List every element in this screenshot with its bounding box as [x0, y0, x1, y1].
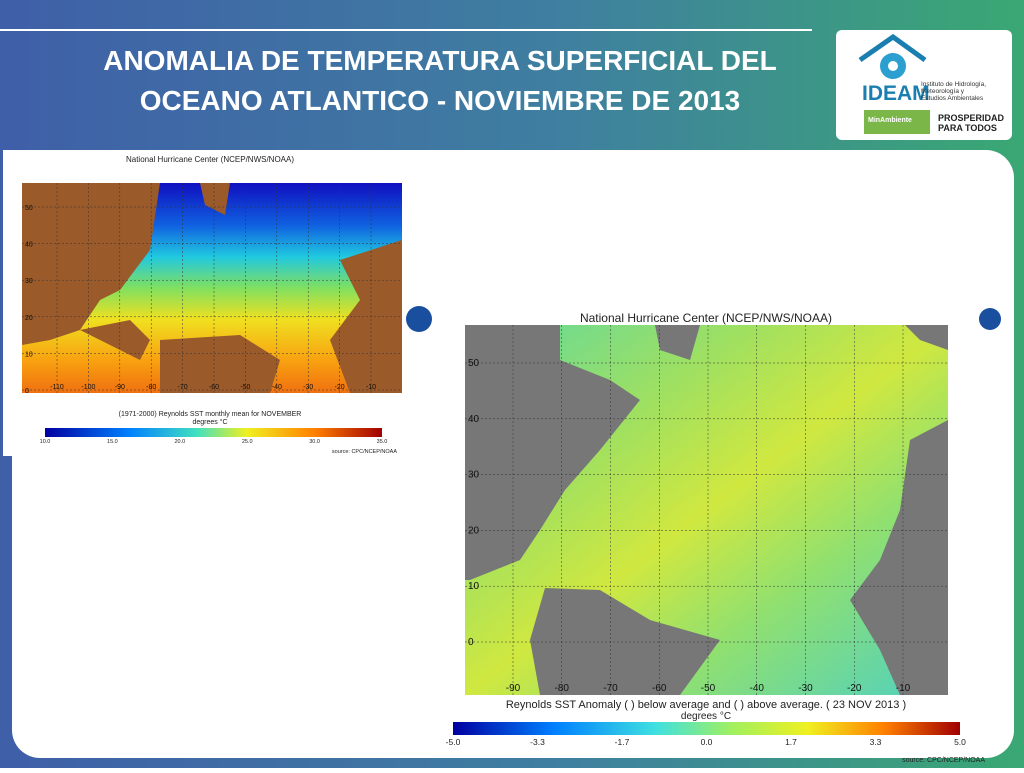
- ministry: MinAmbiente: [868, 117, 912, 124]
- map1-source: source: CPC/NCEP/NOAA: [332, 449, 397, 455]
- lat-label: 20: [25, 315, 33, 322]
- logo-subtitle: Instituto de Hidrología,: [921, 81, 986, 88]
- colorbar-label: -3.3: [530, 737, 545, 747]
- colorbar-label: 3.3: [870, 737, 882, 747]
- logo-roof: [858, 33, 927, 63]
- map1-units: degrees °C: [192, 418, 227, 426]
- lat-label: 0: [25, 388, 29, 395]
- map2-source: source: CPC/NCEP/NOAA: [902, 757, 985, 764]
- lon-label: -60: [209, 384, 219, 391]
- map1-colorbar: [45, 428, 382, 437]
- map2-title: National Hurricane Center (NCEP/NWS/NOAA…: [580, 311, 832, 325]
- map2-caption: Reynolds SST Anomaly ( ) below average a…: [506, 699, 906, 711]
- lat-label: 40: [468, 414, 480, 425]
- colorbar-label: 20.0: [174, 439, 185, 445]
- colorbar-label: 25.0: [242, 439, 253, 445]
- lat-label: 30: [25, 278, 33, 285]
- slogan: PROSPERIDAD: [938, 113, 1005, 123]
- colorbar-label: 35.0: [377, 439, 388, 445]
- logo-subtitle: Estudios Ambientales: [921, 95, 984, 102]
- lon-label: -50: [240, 384, 250, 391]
- colorbar-label: 5.0: [954, 737, 966, 747]
- colorbar-label: 1.7: [785, 737, 797, 747]
- lon-label: -70: [178, 384, 188, 391]
- lon-label: -110: [50, 384, 64, 391]
- lon-label: -30: [798, 683, 813, 694]
- lat-label: 10: [468, 581, 480, 592]
- lon-label: -80: [146, 384, 156, 391]
- logo-name: IDEAM: [862, 82, 930, 105]
- colorbar-label: -1.7: [615, 737, 630, 747]
- ministry-badge: [864, 110, 930, 134]
- map2-colorbar: [453, 722, 960, 735]
- lon-label: -100: [81, 384, 95, 391]
- map2-units: degrees °C: [681, 711, 731, 722]
- lon-label: -30: [303, 384, 313, 391]
- colorbar-label: 30.0: [309, 439, 320, 445]
- lat-label: 40: [25, 242, 33, 249]
- map2-land: [530, 325, 948, 695]
- title: OCEANO ATLANTICO - NOVIEMBRE DE 2013: [140, 85, 741, 116]
- nws-logo: [979, 308, 1001, 330]
- slogan: PARA TODOS: [938, 123, 997, 133]
- lon-label: -20: [847, 683, 862, 694]
- lon-label: -90: [115, 384, 125, 391]
- map2-land: [465, 325, 640, 580]
- lat-label: 10: [25, 351, 33, 358]
- lat-label: 0: [468, 637, 474, 648]
- colorbar-label: -5.0: [446, 737, 461, 747]
- colorbar-label: 15.0: [107, 439, 118, 445]
- map1-land: [80, 183, 402, 393]
- lat-label: 50: [468, 358, 480, 369]
- lon-label: -20: [335, 384, 345, 391]
- lat-label: 30: [468, 470, 480, 481]
- map1-caption: (1971-2000) Reynolds SST monthly mean fo…: [119, 411, 302, 418]
- logo-eye: [888, 61, 898, 71]
- lon-label: -40: [272, 384, 282, 391]
- lon-label: -10: [896, 683, 911, 694]
- lon-label: -60: [652, 683, 667, 694]
- title: ANOMALIA DE TEMPERATURA SUPERFICIAL DEL: [103, 45, 777, 76]
- map1-title: National Hurricane Center (NCEP/NWS/NOAA…: [126, 155, 294, 164]
- logo: IDEAM Instituto de Hidrología, Meteorolo…: [836, 30, 1012, 140]
- lon-label: -80: [555, 683, 570, 694]
- lon-label: -70: [603, 683, 618, 694]
- colorbar-label: 10.0: [40, 439, 51, 445]
- colorbar-label: 0.0: [701, 737, 713, 747]
- lon-label: -90: [506, 683, 521, 694]
- logo-subtitle: Meteorología y: [921, 88, 965, 95]
- lon-label: -50: [701, 683, 716, 694]
- lon-label: -40: [750, 683, 765, 694]
- map1-land: [22, 183, 160, 345]
- lat-label: 50: [25, 205, 33, 212]
- lon-label: -10: [366, 384, 376, 391]
- noaa-logo: [406, 306, 432, 332]
- lat-label: 20: [468, 525, 480, 536]
